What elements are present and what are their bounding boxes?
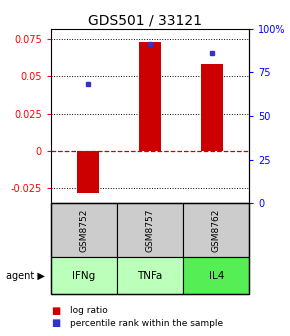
Text: GDS501 / 33121: GDS501 / 33121 (88, 13, 202, 28)
Text: GSM8762: GSM8762 (212, 208, 221, 252)
Text: TNFa: TNFa (137, 270, 163, 281)
Text: GSM8757: GSM8757 (146, 208, 155, 252)
Text: ■: ■ (51, 306, 60, 316)
Text: IL4: IL4 (209, 270, 224, 281)
Text: agent ▶: agent ▶ (6, 270, 45, 281)
Text: ■: ■ (51, 318, 60, 328)
Text: percentile rank within the sample: percentile rank within the sample (70, 319, 223, 328)
Bar (201, 65, 223, 151)
Bar (139, 42, 161, 151)
Text: GSM8752: GSM8752 (79, 208, 88, 252)
Text: IFNg: IFNg (72, 270, 95, 281)
Bar (77, 151, 99, 193)
Text: log ratio: log ratio (70, 306, 107, 315)
